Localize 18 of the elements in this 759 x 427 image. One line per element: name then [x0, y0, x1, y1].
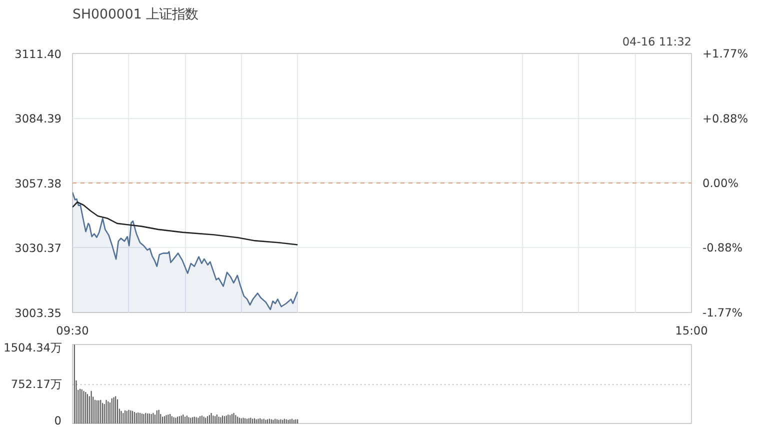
y-tick-label: 3057.38 — [14, 176, 62, 190]
x-tick-label: 15:00 — [675, 324, 708, 338]
text: 04-16 11:32 — [622, 34, 692, 48]
line-series — [72, 201, 298, 246]
y-tick-label: 3030.37 — [14, 241, 62, 256]
y2-tick-label: +0.88% — [702, 112, 748, 126]
y-tick-label: 752.17万 — [10, 377, 62, 391]
y-tick-label: 3084.39 — [14, 112, 62, 126]
chart-title: SH000001 上证指数 — [72, 8, 198, 22]
y2-tick-label: -1.77% — [702, 306, 743, 320]
y-tick-label: 3111.40 — [14, 47, 62, 61]
x-tick-label: 09:30 — [56, 324, 89, 338]
y-tick-label: 0 — [54, 414, 62, 427]
y2-tick-label: -0.88% — [702, 240, 743, 254]
y2-tick-label: +1.77% — [702, 46, 748, 60]
y-tick-label: 3003.35 — [14, 306, 62, 320]
y-tick-label: 1504.34万 — [4, 340, 62, 354]
y2-tick-label: 0.00% — [702, 176, 739, 190]
